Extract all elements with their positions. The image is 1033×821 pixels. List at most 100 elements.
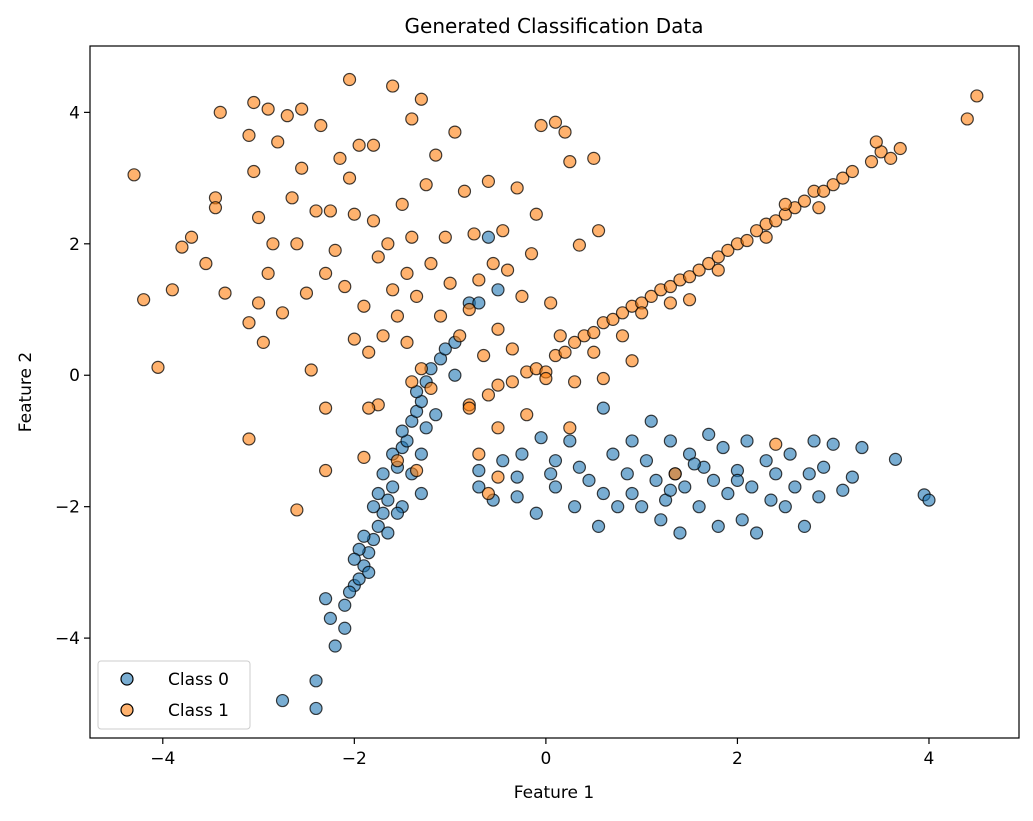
point-class-0 [625, 486, 639, 501]
point-class-1 [472, 447, 486, 461]
point-class-1 [271, 135, 285, 149]
point-class-0 [381, 493, 395, 507]
point-class-0 [510, 470, 524, 484]
point-class-1 [524, 247, 539, 261]
point-class-1 [127, 168, 141, 182]
point-class-1 [548, 115, 563, 129]
point-class-1 [591, 224, 606, 238]
point-class-1 [137, 293, 151, 307]
point-class-1 [218, 286, 232, 300]
y-tick-label: −4 [55, 629, 80, 649]
point-class-1 [500, 263, 515, 277]
legend-label-class-1: Class 1 [168, 701, 229, 721]
point-class-0 [788, 480, 802, 494]
point-class-0 [357, 529, 371, 543]
point-class-0 [817, 460, 831, 474]
point-class-1 [836, 171, 850, 185]
point-class-1 [319, 266, 333, 280]
point-class-1 [960, 112, 974, 126]
point-class-1 [405, 112, 419, 126]
point-class-1 [596, 371, 610, 386]
point-class-1 [266, 237, 280, 251]
point-class-1 [438, 230, 452, 244]
point-class-0 [472, 480, 486, 494]
point-class-1 [242, 128, 256, 142]
point-class-1 [366, 214, 381, 228]
point-class-0 [529, 506, 543, 520]
point-class-0 [491, 283, 505, 297]
point-class-0 [472, 296, 486, 310]
point-class-1 [884, 151, 898, 165]
point-class-0 [702, 427, 716, 441]
point-class-1 [587, 345, 601, 359]
point-class-1 [481, 174, 496, 188]
point-class-0 [654, 513, 668, 527]
point-class-0 [802, 467, 816, 481]
point-class-1 [213, 105, 227, 119]
point-class-1 [395, 197, 409, 211]
point-class-1 [682, 270, 697, 284]
point-class-0 [582, 473, 596, 487]
point-class-1 [151, 360, 165, 374]
point-class-1 [663, 296, 677, 310]
y-axis-label: Feature 2 [16, 352, 36, 432]
point-class-1 [443, 276, 457, 290]
point-class-0 [735, 513, 749, 527]
point-class-1 [505, 375, 519, 389]
point-class-0 [534, 431, 548, 445]
point-class-0 [625, 434, 639, 448]
point-class-1 [462, 302, 476, 317]
point-class-0 [596, 401, 610, 415]
point-class-1 [208, 201, 223, 215]
point-class-1 [558, 125, 572, 139]
point-class-0 [730, 473, 745, 487]
point-class-1 [797, 194, 812, 208]
point-class-1 [251, 296, 266, 310]
point-class-0 [778, 500, 792, 514]
point-class-1 [510, 181, 524, 195]
x-tick-label: 2 [732, 749, 743, 769]
point-class-0 [759, 454, 773, 468]
point-class-0 [548, 480, 563, 494]
point-class-1 [491, 421, 505, 435]
point-class-1 [539, 371, 553, 386]
point-class-1 [290, 237, 304, 251]
plot-frame [89, 45, 1020, 739]
point-class-1 [275, 306, 290, 320]
point-class-0 [347, 552, 361, 566]
point-class-0 [376, 467, 390, 481]
point-class-0 [764, 493, 778, 507]
point-class-1 [280, 109, 294, 123]
point-class-1 [309, 204, 323, 218]
point-class-0 [783, 447, 797, 461]
point-class-1 [405, 375, 419, 389]
point-class-0 [888, 452, 903, 466]
point-class-1 [893, 141, 907, 156]
point-class-1 [347, 332, 361, 346]
point-class-0 [366, 500, 381, 514]
points-layer [127, 72, 984, 716]
point-class-1 [453, 329, 467, 343]
point-class-0 [611, 500, 625, 514]
point-class-1 [247, 164, 261, 179]
point-class-1 [515, 289, 529, 303]
point-class-1 [721, 243, 735, 257]
point-class-1 [644, 289, 658, 303]
point-class-1 [261, 266, 275, 280]
point-class-1 [409, 463, 424, 478]
point-class-0 [922, 493, 936, 507]
point-class-1 [563, 421, 577, 435]
point-class-1 [299, 286, 314, 300]
point-class-1 [869, 135, 883, 149]
point-class-1 [587, 325, 601, 340]
chart-title: Generated Classification Data [405, 14, 704, 38]
point-class-0 [678, 480, 692, 494]
point-class-1 [606, 312, 620, 326]
point-class-1 [400, 335, 414, 349]
point-class-0 [663, 434, 677, 448]
point-class-0 [721, 486, 735, 501]
point-class-1 [342, 72, 357, 87]
point-class-0 [639, 454, 654, 468]
point-class-0 [740, 434, 754, 448]
point-class-0 [706, 473, 721, 487]
